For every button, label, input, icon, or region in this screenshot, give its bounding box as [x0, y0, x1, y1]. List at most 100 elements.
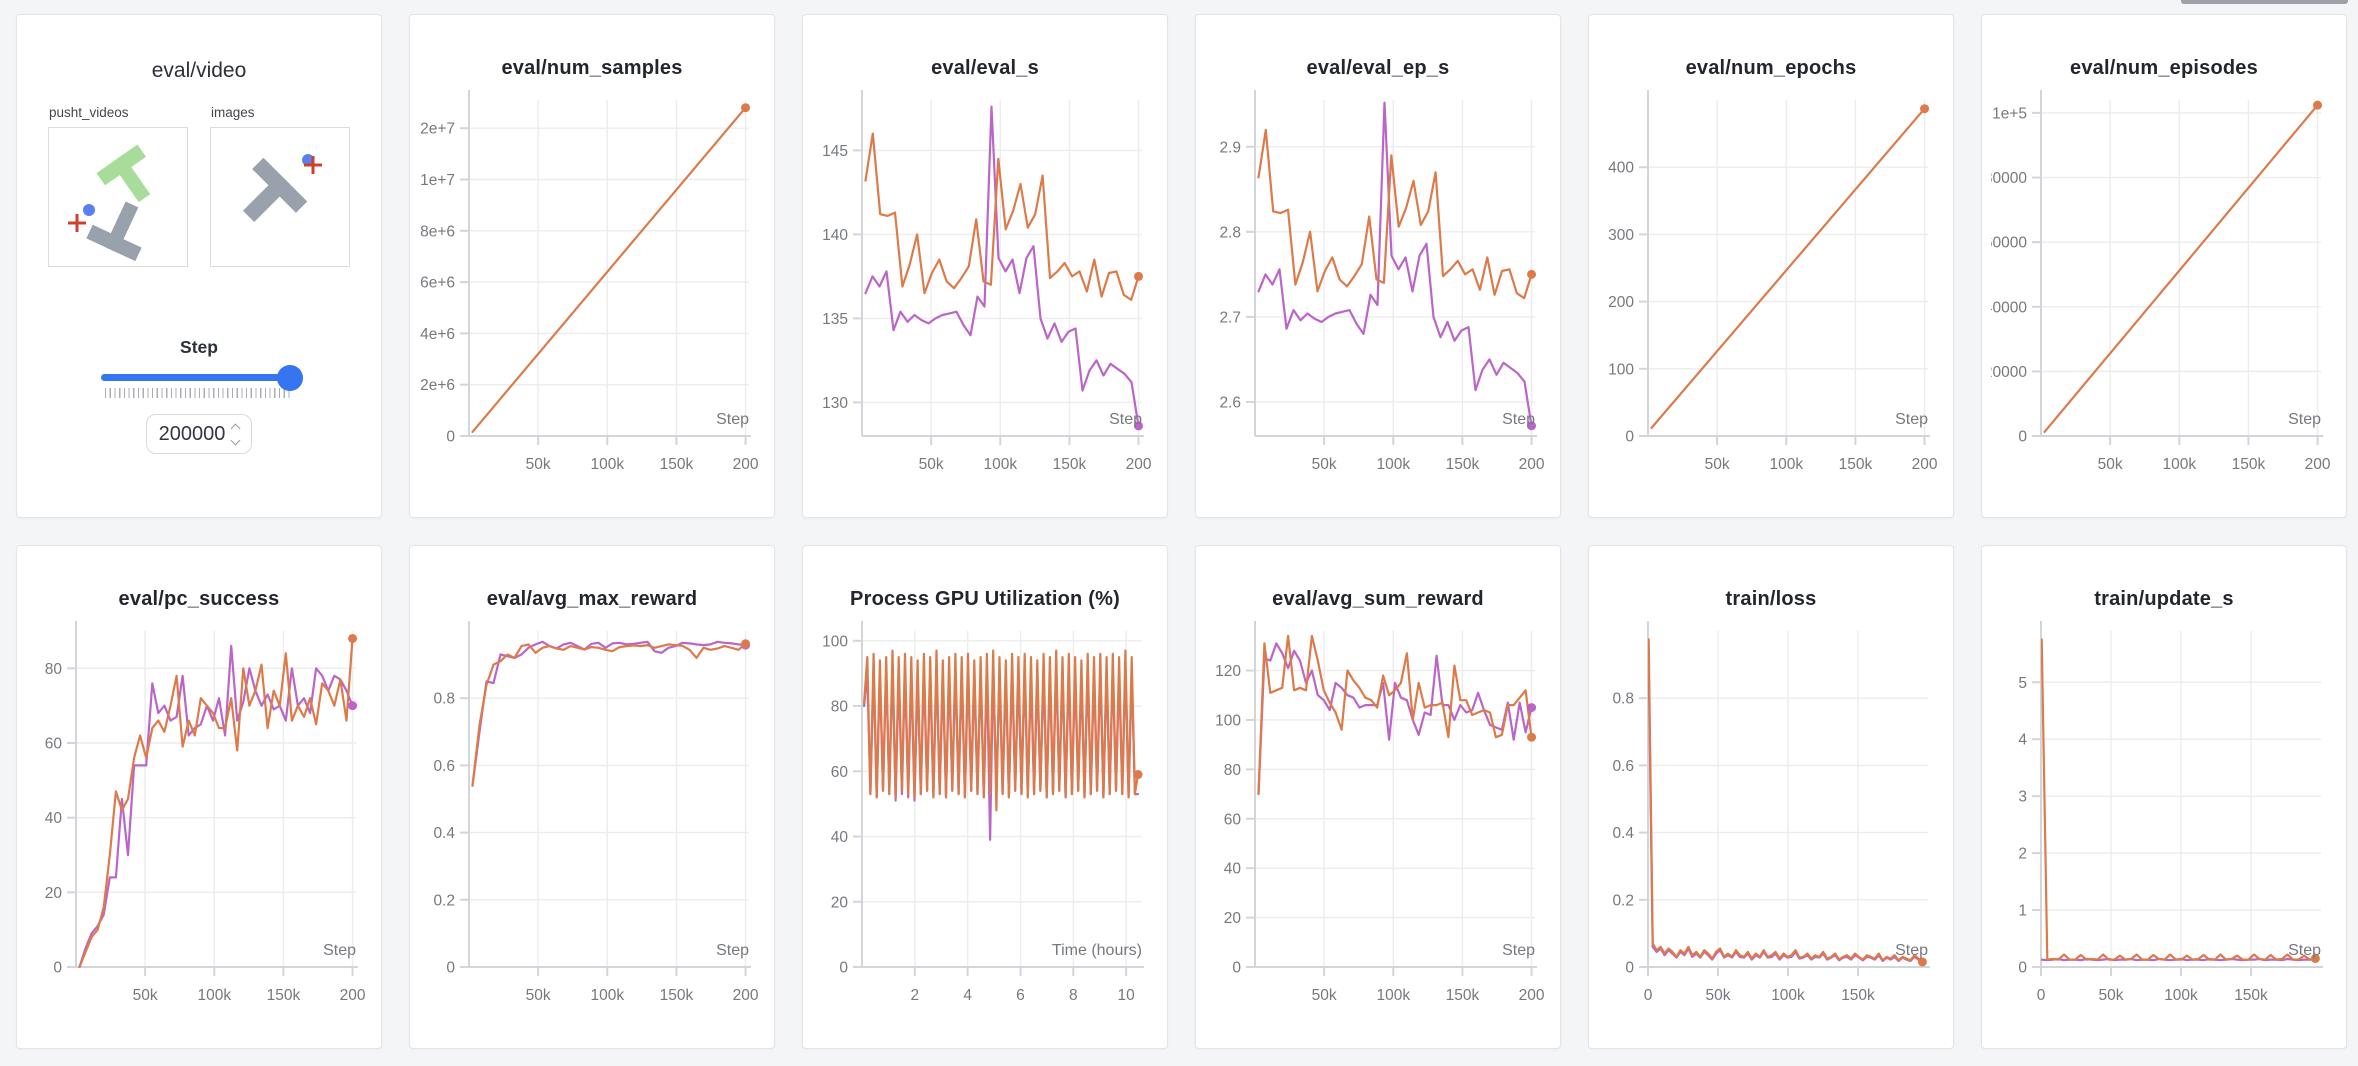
x-tick-label: 100k: [1376, 987, 1410, 1004]
end-dot-orange: [1134, 271, 1144, 281]
y-tick-label: 400: [1608, 160, 1634, 177]
panel-title: eval/video: [151, 59, 247, 82]
y-tick-label: 135: [822, 311, 848, 328]
x-tick-label: 0: [1644, 987, 1653, 1004]
chart-title: Process GPU Utilization (%): [850, 588, 1120, 610]
end-dot-orange: [2313, 100, 2323, 110]
y-tick-label: 0.4: [433, 825, 455, 842]
chart-panel-num_epochs: eval/num_epochs 50k 100k 150k 200 0 100 200 300…: [1588, 14, 1954, 518]
y-tick-label: 5: [2018, 675, 2027, 692]
series-line-orange: [1648, 638, 1924, 964]
y-tick-label: 60: [45, 736, 63, 753]
y-tick-label: 0: [53, 960, 62, 977]
end-dot-orange: [1133, 770, 1143, 780]
y-tick-label: 60000: [1991, 235, 2027, 252]
end-dot-purple: [1134, 421, 1144, 431]
series-line-orange: [1257, 634, 1533, 796]
y-tick-label: 2: [2018, 846, 2027, 863]
x-tick-label: 150k: [1841, 987, 1875, 1004]
chart-title: eval/num_samples: [501, 57, 683, 79]
line-chart[interactable]: 0 50k 100k 150k 0 0.2 0.4 0.6 0.8 Step: [1598, 615, 1944, 1045]
x-tick-label: 50k: [2099, 987, 2124, 1004]
y-tick-label: 0.6: [1612, 758, 1634, 775]
series-line-orange: [471, 106, 747, 433]
y-tick-label: 4e+6: [420, 326, 455, 343]
line-chart[interactable]: 50k 100k 150k 200 130 135 140 145 Step: [812, 84, 1158, 514]
y-tick-label: 0: [446, 960, 455, 977]
y-tick-label: 0.8: [433, 691, 455, 708]
y-tick-label: 200: [1608, 294, 1634, 311]
x-axis-label: Time (hours): [1052, 942, 1142, 959]
x-axis-label: Step: [716, 411, 749, 428]
y-tick-label: 40: [45, 810, 63, 827]
series-line-purple: [1257, 642, 1533, 796]
x-tick-label: 100k: [1769, 456, 1803, 473]
line-chart[interactable]: 50k 100k 150k 200 0 20 40 60 80 Step: [26, 615, 372, 1045]
chart-panel-avg_sum_reward: eval/avg_sum_reward 50k 100k 150k 200 0 20 40 6…: [1195, 545, 1561, 1049]
target-cross-icon: [304, 156, 322, 174]
y-tick-label: 100: [822, 633, 848, 650]
series-line-orange: [862, 649, 1140, 812]
y-tick-label: 1e+5: [1992, 105, 2027, 122]
y-tick-label: 20: [831, 894, 849, 911]
y-tick-label: 0.2: [1612, 892, 1634, 909]
x-tick-label: 6: [1016, 987, 1025, 1004]
chart-title: train/update_s: [2094, 588, 2234, 610]
series-line-orange: [864, 132, 1140, 301]
y-tick-label: 145: [822, 143, 848, 160]
x-tick-label: 100k: [590, 987, 624, 1004]
x-tick-label: 100k: [983, 456, 1017, 473]
line-chart[interactable]: 50k 100k 150k 200 0 20 40 60 80 100 120 Step: [1205, 615, 1551, 1045]
step-slider-thumb[interactable]: [277, 364, 303, 391]
line-chart[interactable]: 50k 100k 150k 200 0 2e+6 4e+6 6e+6 8e+6 1e+7 1.2e+…: [419, 84, 765, 514]
y-tick-label: 2.7: [1219, 309, 1241, 326]
step-value[interactable]: 200000: [158, 422, 226, 445]
y-tick-label: 80: [45, 661, 63, 678]
x-tick-label: 50k: [2098, 456, 2123, 473]
video-thumbnail[interactable]: [210, 127, 350, 267]
gray-t-shape: [86, 201, 142, 262]
chart-panel-eval_ep_s: eval/eval_ep_s 50k 100k 150k 200 2.6 2.7 2.8 2.…: [1195, 14, 1561, 518]
x-tick-label: 50k: [1312, 987, 1337, 1004]
x-tick-label: 200: [1519, 987, 1545, 1004]
y-tick-label: 1: [2018, 903, 2027, 920]
spinner-up-icon[interactable]: [230, 423, 241, 433]
spinner-down-icon[interactable]: [230, 435, 241, 445]
line-chart[interactable]: 50k 100k 150k 200 2.6 2.7 2.8 2.9 Step: [1205, 84, 1551, 514]
x-tick-label: 150k: [660, 456, 694, 473]
end-dot-orange: [2310, 953, 2320, 963]
series-line-orange: [1257, 128, 1533, 300]
line-chart[interactable]: 50k 100k 150k 200 0 0.2 0.4 0.6 0.8 Step: [419, 615, 765, 1045]
series-line-orange: [2041, 638, 2317, 961]
thumbnail-pusht-videos: pusht_videos: [48, 105, 188, 267]
chart-title: train/loss: [1725, 588, 1817, 610]
scrollbar-thumb[interactable]: [2181, 0, 2348, 4]
x-tick-label: 50k: [526, 987, 551, 1004]
chart-title: eval/pc_success: [118, 588, 280, 610]
y-tick-label: 0.2: [433, 892, 455, 909]
chart-title: eval/eval_s: [931, 57, 1039, 79]
x-tick-label: 100k: [2164, 987, 2198, 1004]
y-tick-label: 2.6: [1219, 394, 1241, 411]
agent-dot: [83, 204, 95, 216]
panel-eval-video: eval/video pusht_videos: [16, 14, 382, 518]
line-chart[interactable]: 0 50k 100k 150k 0 1 2 3 4 5 Step: [1991, 615, 2337, 1045]
gray-t-shape: [242, 157, 308, 223]
y-tick-label: 100: [1608, 361, 1634, 378]
x-tick-label: 50k: [1705, 456, 1730, 473]
stepper-arrows: [230, 423, 241, 445]
x-tick-label: 50k: [133, 987, 158, 1004]
thumbnail-label: pusht_videos: [49, 105, 129, 120]
chart-panel-eval_s: eval/eval_s 50k 100k 150k 200 130 135 140 145 St…: [802, 14, 1168, 518]
y-tick-label: 140: [822, 227, 848, 244]
end-dot-orange: [741, 639, 751, 649]
step-value-input[interactable]: 200000: [146, 414, 252, 454]
x-tick-label: 100k: [2162, 456, 2196, 473]
video-thumbnail[interactable]: [48, 127, 188, 267]
line-chart[interactable]: 50k 100k 150k 200 0 20000 40000 60000 80000 1e+5 S…: [1991, 84, 2337, 514]
line-chart[interactable]: 50k 100k 150k 200 0 100 200 300 400 Step: [1598, 84, 1944, 514]
step-slider[interactable]: [101, 364, 303, 391]
x-tick-label: 200: [1126, 456, 1152, 473]
y-tick-label: 0: [446, 429, 455, 446]
